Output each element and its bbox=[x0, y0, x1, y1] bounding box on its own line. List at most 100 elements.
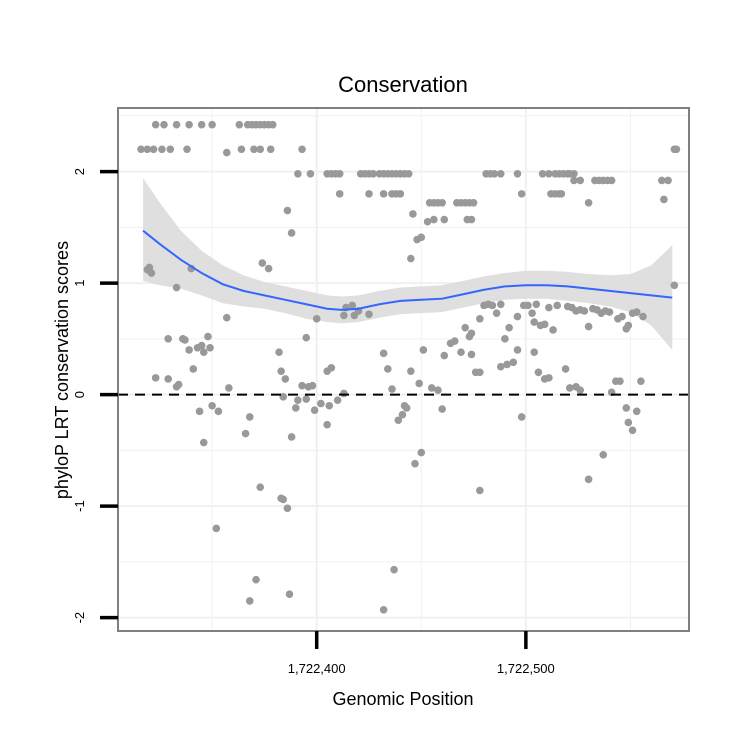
data-point bbox=[388, 385, 396, 393]
data-point bbox=[390, 565, 398, 574]
data-point bbox=[164, 375, 172, 383]
data-point bbox=[440, 351, 449, 360]
data-point bbox=[172, 120, 181, 129]
data-point bbox=[584, 198, 593, 207]
data-point bbox=[365, 190, 373, 198]
y-tick-label: -1 bbox=[72, 500, 87, 512]
data-point bbox=[287, 433, 296, 441]
data-point bbox=[492, 309, 501, 317]
data-point bbox=[183, 145, 191, 154]
data-point bbox=[277, 367, 285, 375]
data-point bbox=[419, 346, 428, 354]
data-point bbox=[197, 341, 206, 350]
data-point bbox=[580, 307, 589, 315]
data-point bbox=[423, 217, 432, 226]
data-point bbox=[172, 283, 181, 292]
data-point bbox=[624, 418, 633, 427]
data-point bbox=[513, 346, 522, 354]
data-point bbox=[417, 448, 426, 457]
x-axis-label: Genomic Position bbox=[332, 689, 473, 709]
data-point bbox=[440, 215, 449, 224]
data-point bbox=[197, 120, 206, 129]
data-point bbox=[501, 335, 509, 343]
data-point bbox=[325, 401, 334, 410]
data-point bbox=[528, 309, 536, 317]
data-point bbox=[279, 393, 288, 401]
data-point bbox=[181, 336, 189, 344]
data-point bbox=[291, 404, 300, 412]
data-point bbox=[509, 358, 518, 367]
data-point bbox=[302, 333, 311, 342]
data-point bbox=[553, 301, 562, 310]
data-point bbox=[348, 301, 357, 310]
data-point bbox=[195, 407, 204, 416]
data-point bbox=[607, 176, 616, 185]
data-point bbox=[407, 254, 415, 263]
data-point bbox=[279, 495, 288, 504]
data-point bbox=[584, 475, 593, 484]
data-point bbox=[415, 379, 423, 388]
data-point bbox=[534, 368, 543, 377]
data-point bbox=[208, 120, 216, 129]
data-point bbox=[398, 410, 407, 419]
data-point bbox=[438, 405, 446, 413]
data-point bbox=[624, 321, 633, 330]
data-point bbox=[404, 169, 413, 178]
y-axis-label: phyloP LRT conservation scores bbox=[52, 241, 72, 499]
smooth-curve bbox=[142, 229, 673, 311]
data-point bbox=[664, 176, 672, 185]
data-point bbox=[576, 386, 585, 394]
data-point bbox=[503, 360, 511, 369]
data-point bbox=[538, 169, 547, 178]
data-point bbox=[632, 407, 641, 416]
data-point bbox=[570, 176, 578, 185]
data-point bbox=[476, 368, 484, 377]
data-point bbox=[467, 329, 476, 338]
data-point bbox=[637, 377, 645, 386]
data-point bbox=[333, 396, 342, 404]
data-point bbox=[545, 374, 553, 382]
data-point bbox=[302, 395, 311, 403]
data-point bbox=[467, 215, 476, 224]
data-point bbox=[245, 413, 254, 421]
confidence-ribbon bbox=[143, 178, 673, 350]
data-point bbox=[237, 145, 246, 154]
data-point bbox=[158, 145, 166, 154]
data-point bbox=[517, 413, 526, 421]
y-axis: -2 -1 0 1 2 bbox=[72, 168, 118, 623]
data-point bbox=[584, 322, 593, 331]
data-point bbox=[287, 229, 296, 237]
data-point bbox=[252, 575, 260, 584]
panel-border bbox=[117, 107, 690, 632]
data-point bbox=[565, 384, 574, 392]
data-point bbox=[166, 145, 175, 154]
data-point bbox=[411, 459, 419, 468]
data-point bbox=[409, 210, 417, 218]
data-point bbox=[185, 120, 193, 129]
data-point bbox=[496, 300, 505, 309]
data-point bbox=[266, 145, 275, 154]
data-point bbox=[379, 190, 388, 198]
data-point bbox=[283, 206, 292, 215]
y-tick-label: 1 bbox=[72, 279, 87, 286]
y-tick-label: 2 bbox=[72, 168, 87, 175]
data-point bbox=[672, 145, 681, 154]
data-point bbox=[222, 148, 231, 157]
data-point bbox=[576, 176, 585, 185]
data-point bbox=[530, 318, 539, 326]
grid-lines bbox=[118, 108, 689, 631]
data-point bbox=[517, 190, 526, 198]
data-point bbox=[394, 416, 403, 425]
x-tick-label: 1,722,400 bbox=[288, 661, 346, 676]
data-point bbox=[467, 350, 476, 359]
data-point bbox=[256, 145, 265, 154]
confidence-band bbox=[143, 178, 673, 350]
data-point bbox=[208, 401, 216, 410]
data-point bbox=[545, 169, 553, 178]
data-point bbox=[417, 233, 426, 242]
y-tick-label: -2 bbox=[72, 612, 87, 624]
data-point bbox=[268, 120, 277, 129]
data-point bbox=[199, 348, 208, 357]
data-point bbox=[151, 374, 160, 382]
